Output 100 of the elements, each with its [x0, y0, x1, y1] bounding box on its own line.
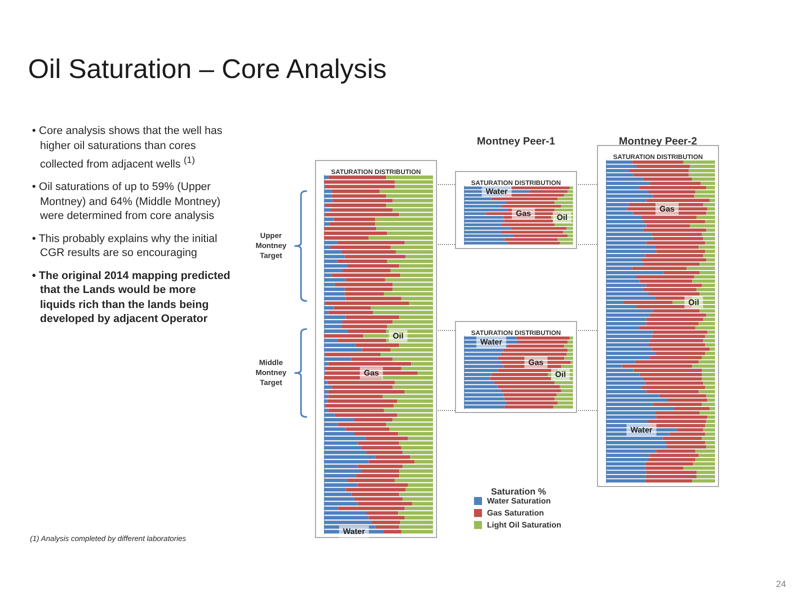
bar	[464, 381, 495, 384]
annotation: Water	[343, 527, 365, 536]
bar	[568, 340, 573, 344]
bar	[606, 216, 642, 219]
bar	[698, 390, 715, 394]
bar	[501, 230, 564, 234]
bar	[696, 475, 715, 478]
annotation: Gas	[516, 209, 532, 218]
bar	[504, 220, 554, 222]
text: • The original 2014 mapping predicted that the Lands would be more liquids rich than the lands being developed by adjacent Operator	[32, 268, 232, 327]
bar	[700, 411, 715, 414]
bar	[702, 356, 715, 360]
bar	[692, 479, 715, 482]
bar	[464, 364, 504, 368]
bar	[606, 466, 646, 470]
bar	[643, 228, 706, 232]
bar	[703, 254, 715, 258]
annotation: Gas	[659, 204, 676, 214]
bar	[516, 336, 570, 340]
bar	[643, 377, 702, 380]
bar	[606, 373, 640, 376]
bar	[606, 296, 656, 300]
bar	[606, 250, 656, 253]
bar	[464, 389, 502, 392]
bar	[464, 208, 508, 212]
bar	[464, 393, 504, 396]
legend-label: Water Saturation	[487, 496, 551, 506]
bar	[606, 164, 637, 168]
bar	[558, 238, 573, 241]
bar	[324, 176, 328, 180]
bar	[464, 385, 498, 388]
bar	[705, 334, 715, 338]
bar	[464, 227, 511, 230]
bar	[606, 441, 666, 444]
bar	[702, 402, 715, 406]
bar	[638, 186, 706, 190]
bar	[702, 373, 715, 376]
chart-title: Montney Peer-1	[476, 136, 556, 148]
bar	[695, 190, 715, 194]
bar	[646, 318, 704, 321]
bar	[606, 190, 649, 194]
bar	[692, 178, 715, 181]
bar	[606, 479, 646, 482]
bar	[705, 432, 715, 436]
bar	[642, 258, 706, 262]
bar	[705, 424, 715, 428]
bar	[630, 169, 689, 172]
bar	[554, 201, 573, 204]
bar	[324, 329, 348, 333]
bar	[648, 343, 706, 346]
bar	[606, 262, 644, 266]
bar	[464, 401, 507, 404]
bar	[568, 190, 573, 193]
bar	[464, 201, 507, 204]
bar	[606, 458, 649, 462]
bar	[506, 401, 558, 404]
annotation: Water	[630, 425, 652, 434]
bar	[645, 254, 704, 258]
bar	[606, 318, 646, 321]
text: 24	[776, 579, 786, 589]
bar	[645, 475, 696, 478]
bar	[696, 288, 715, 292]
bar	[401, 446, 433, 450]
bar	[646, 470, 696, 474]
bar	[564, 356, 573, 360]
bar	[606, 194, 653, 198]
bar	[606, 314, 650, 317]
bar	[645, 479, 692, 482]
bar	[692, 280, 715, 283]
annotation: Oil	[556, 212, 568, 222]
bar	[652, 348, 710, 351]
bar	[606, 330, 653, 334]
bar	[606, 445, 668, 448]
bar	[703, 203, 715, 206]
bar	[361, 446, 402, 450]
bar	[695, 450, 715, 453]
bar	[504, 405, 554, 409]
bar	[606, 271, 664, 274]
bar	[606, 407, 674, 410]
bar	[503, 393, 557, 396]
bar	[554, 208, 573, 212]
bar	[646, 241, 706, 244]
bar	[633, 173, 689, 176]
bar	[387, 259, 433, 264]
bar	[703, 339, 715, 342]
legend-label: Gas Saturation	[487, 508, 544, 518]
bar	[606, 246, 656, 249]
bar	[606, 322, 646, 326]
annotation: Gas	[364, 368, 380, 378]
bar	[666, 441, 706, 444]
bar	[645, 382, 704, 385]
text: • Oil saturations of up to 59% (Upper Montney) and 64% (Middle Montney) were determined from core analysis	[32, 180, 222, 224]
bar	[702, 232, 715, 236]
bar	[683, 466, 715, 470]
bar	[566, 352, 573, 356]
bar	[606, 462, 646, 466]
bar	[606, 339, 650, 342]
bar	[464, 397, 504, 400]
bar	[570, 336, 573, 340]
bar	[606, 470, 646, 474]
